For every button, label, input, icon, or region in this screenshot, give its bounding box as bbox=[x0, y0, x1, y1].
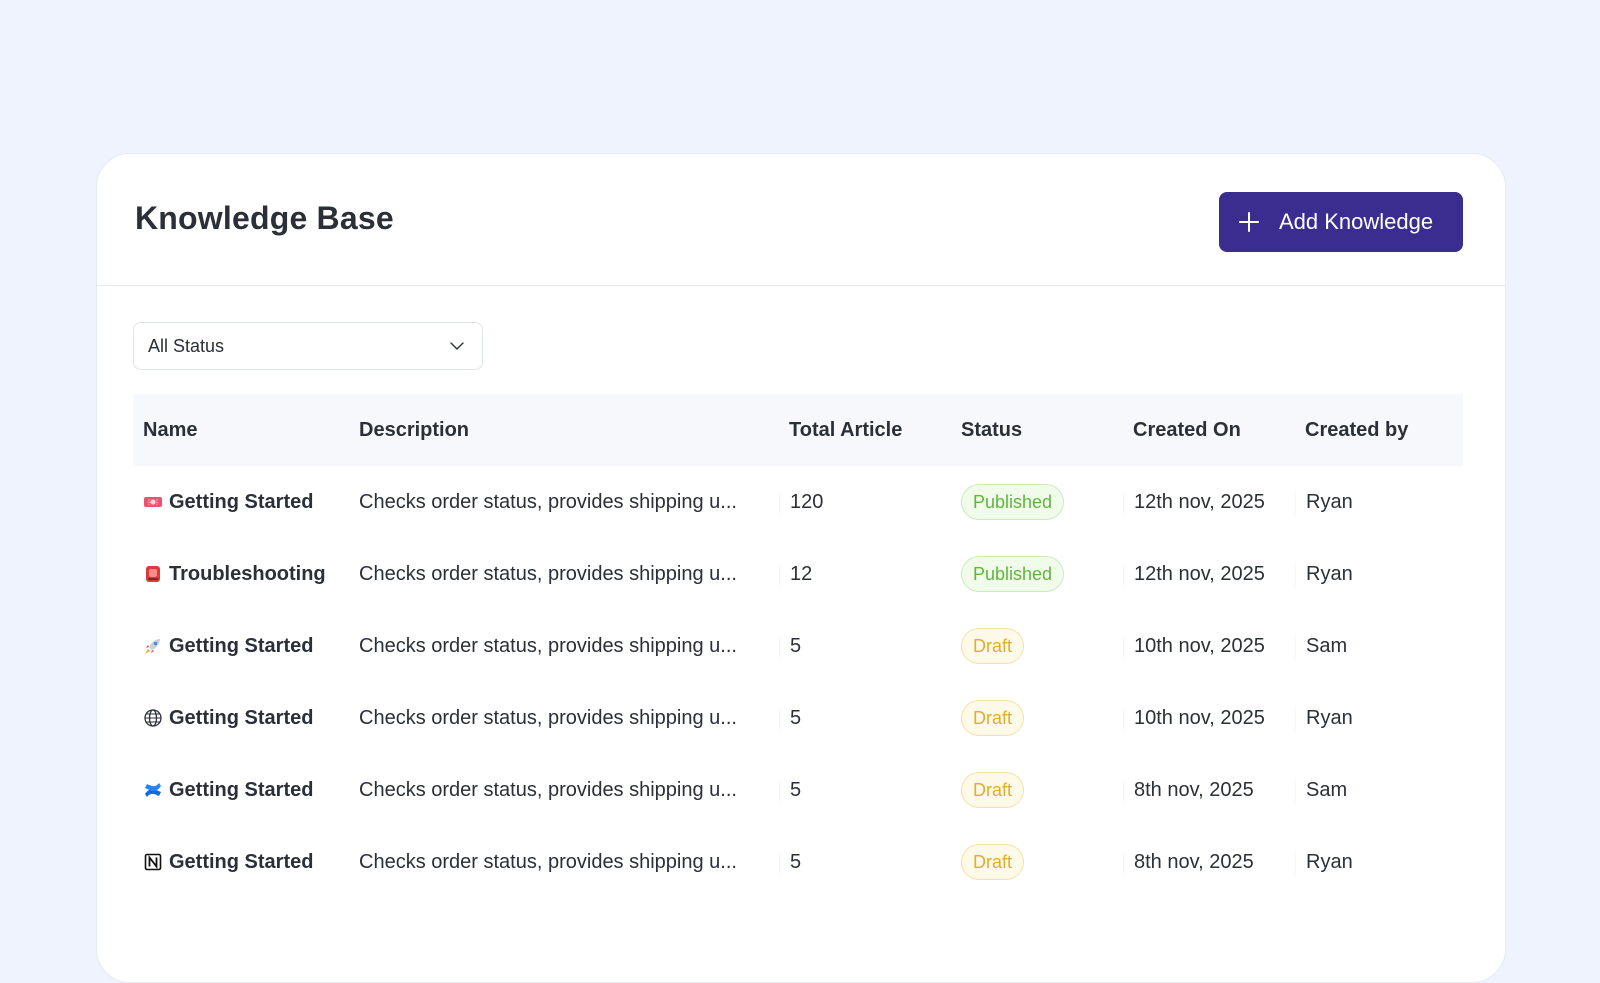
row-created-by: Ryan bbox=[1295, 562, 1463, 586]
column-header-name[interactable]: Name bbox=[143, 418, 198, 441]
table-row[interactable]: Getting Started Checks order status, pro… bbox=[133, 466, 1463, 538]
status-badge: Draft bbox=[961, 700, 1025, 736]
add-knowledge-label: Add Knowledge bbox=[1279, 209, 1434, 234]
row-created-on: 8th nov, 2025 bbox=[1123, 850, 1295, 874]
column-header-description[interactable]: Description bbox=[359, 418, 470, 441]
row-name: Troubleshooting bbox=[169, 562, 326, 585]
column-header-total-article[interactable]: Total Article bbox=[789, 418, 903, 441]
row-description: Checks order status, provides shipping u… bbox=[359, 850, 737, 873]
plus-icon bbox=[1239, 212, 1259, 232]
page-title: Knowledge Base bbox=[135, 200, 394, 236]
row-total-article: 120 bbox=[779, 490, 951, 514]
rocket-icon bbox=[143, 636, 163, 656]
row-name: Getting Started bbox=[169, 490, 314, 513]
globe-icon bbox=[143, 708, 163, 728]
row-name: Getting Started bbox=[169, 706, 314, 729]
row-description: Checks order status, provides shipping u… bbox=[359, 706, 737, 729]
row-total-article: 5 bbox=[779, 706, 951, 730]
row-name: Getting Started bbox=[169, 778, 314, 801]
row-total-article: 5 bbox=[779, 634, 951, 658]
row-created-by: Ryan bbox=[1295, 850, 1463, 874]
table-row[interactable]: Troubleshooting Checks order status, pro… bbox=[133, 538, 1463, 610]
notion-icon bbox=[143, 852, 163, 872]
row-description: Checks order status, provides shipping u… bbox=[359, 562, 737, 585]
knowledge-base-card: Knowledge Base Add Knowledge All Status … bbox=[96, 153, 1506, 983]
knowledge-table: Name Description Total Article Status Cr… bbox=[133, 394, 1463, 898]
row-created-on: 10th nov, 2025 bbox=[1123, 706, 1295, 730]
status-badge: Draft bbox=[961, 844, 1025, 880]
row-created-on: 8th nov, 2025 bbox=[1123, 778, 1295, 802]
row-created-on: 12th nov, 2025 bbox=[1123, 490, 1295, 514]
table-row[interactable]: Getting Started Checks order status, pro… bbox=[133, 610, 1463, 682]
confluence-icon bbox=[143, 780, 163, 800]
table-header: Name Description Total Article Status Cr… bbox=[133, 394, 1463, 466]
column-header-created-by[interactable]: Created by bbox=[1305, 418, 1409, 441]
row-total-article: 12 bbox=[779, 562, 951, 586]
row-description: Checks order status, provides shipping u… bbox=[359, 634, 737, 657]
row-total-article: 5 bbox=[779, 850, 951, 874]
row-name: Getting Started bbox=[169, 634, 314, 657]
row-total-article: 5 bbox=[779, 778, 951, 802]
status-filter-select[interactable]: All Status bbox=[133, 322, 483, 370]
row-description: Checks order status, provides shipping u… bbox=[359, 490, 737, 513]
table-row[interactable]: Getting Started Checks order status, pro… bbox=[133, 754, 1463, 826]
column-header-created-on[interactable]: Created On bbox=[1133, 418, 1241, 441]
ticket-icon bbox=[143, 492, 163, 512]
status-badge: Draft bbox=[961, 772, 1025, 808]
row-created-by: Ryan bbox=[1295, 490, 1463, 514]
row-created-by: Ryan bbox=[1295, 706, 1463, 730]
row-created-by: Sam bbox=[1295, 778, 1463, 802]
row-created-on: 10th nov, 2025 bbox=[1123, 634, 1295, 658]
row-name: Getting Started bbox=[169, 850, 314, 873]
alarm-light-icon bbox=[143, 564, 163, 584]
status-badge: Published bbox=[961, 556, 1065, 592]
column-header-status[interactable]: Status bbox=[961, 418, 1023, 441]
status-filter-value: All Status bbox=[148, 335, 225, 356]
row-created-by: Sam bbox=[1295, 634, 1463, 658]
status-badge: Published bbox=[961, 484, 1065, 520]
card-header: Knowledge Base Add Knowledge bbox=[97, 154, 1505, 286]
row-created-on: 12th nov, 2025 bbox=[1123, 562, 1295, 586]
table-row[interactable]: Getting Started Checks order status, pro… bbox=[133, 682, 1463, 754]
status-badge: Draft bbox=[961, 628, 1025, 664]
add-knowledge-button[interactable]: Add Knowledge bbox=[1219, 192, 1463, 252]
row-description: Checks order status, provides shipping u… bbox=[359, 778, 737, 801]
chevron-down-icon bbox=[450, 342, 464, 350]
table-row[interactable]: Getting Started Checks order status, pro… bbox=[133, 826, 1463, 898]
